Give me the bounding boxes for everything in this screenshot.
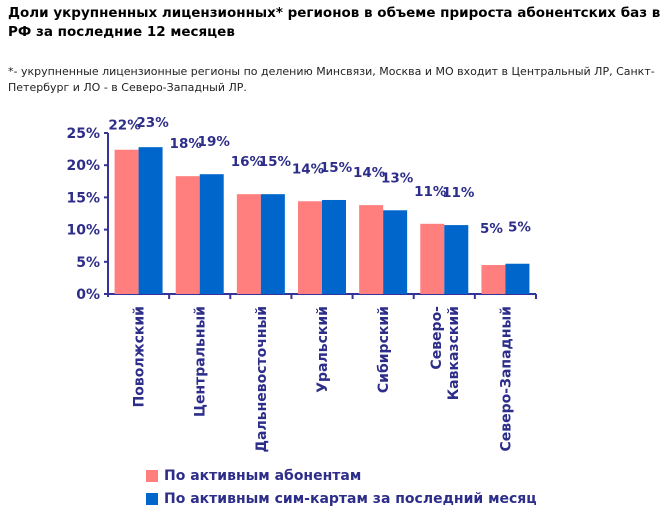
- bar: [138, 147, 163, 294]
- y-tick-label: 0%: [76, 287, 100, 303]
- data-label: 22%: [108, 118, 141, 134]
- x-tick-label: Северо-Западный: [498, 306, 514, 452]
- y-tick-label: 10%: [66, 223, 100, 239]
- x-tick-label: Центральный: [193, 306, 209, 417]
- data-label: 18%: [170, 136, 203, 152]
- data-label: 15%: [259, 154, 292, 170]
- data-label: 19%: [198, 134, 231, 150]
- bar: [505, 263, 530, 294]
- data-label: 11%: [414, 184, 447, 200]
- data-label: 13%: [381, 170, 414, 186]
- bar: [236, 194, 261, 294]
- bar: [199, 174, 224, 294]
- data-label: 11%: [442, 185, 475, 201]
- y-tick-label: 5%: [76, 255, 100, 271]
- legend-item-active-subscribers: По активным абонентам: [146, 468, 361, 484]
- bar: [359, 205, 384, 294]
- bar: [114, 149, 139, 294]
- bar: [260, 194, 285, 294]
- bar: [481, 265, 506, 294]
- x-tick-label: Уральский: [315, 306, 331, 393]
- data-label: 23%: [136, 115, 169, 131]
- chart-title: Доли укрупненных лицензионных* регионов …: [8, 5, 661, 40]
- data-label: 5%: [508, 220, 531, 236]
- data-label: 16%: [231, 154, 264, 170]
- bar: [298, 201, 322, 294]
- data-label: 14%: [353, 165, 386, 181]
- x-tick-label: Сибирский: [376, 306, 392, 393]
- x-tick-label: Дальневосточный: [254, 306, 270, 452]
- x-tick-label: Северо-: [429, 306, 445, 370]
- chart-footnote: *- укрупненные лицензионные регионы по д…: [8, 65, 655, 94]
- y-tick-label: 15%: [66, 190, 100, 206]
- legend-swatch-blue: [146, 493, 158, 505]
- x-tick-label: Поволжский: [132, 306, 148, 407]
- bar: [444, 225, 469, 294]
- bar: [322, 199, 346, 294]
- x-tick-label: Кавказский: [446, 306, 462, 400]
- legend-label: По активным абонентам: [164, 468, 362, 484]
- y-tick-label: 20%: [66, 158, 100, 174]
- bar: [420, 223, 445, 294]
- legend-swatch-red: [146, 470, 158, 482]
- bar: [383, 210, 408, 294]
- bar: [175, 176, 200, 294]
- y-tick-label: 25%: [66, 126, 100, 142]
- data-label: 14%: [292, 161, 325, 177]
- data-label: 5%: [480, 221, 503, 237]
- legend-item-active-sim: По активным сим-картам за последний меся…: [146, 491, 537, 507]
- data-label: 15%: [320, 160, 353, 176]
- legend-label: По активным сим-картам за последний меся…: [164, 491, 537, 507]
